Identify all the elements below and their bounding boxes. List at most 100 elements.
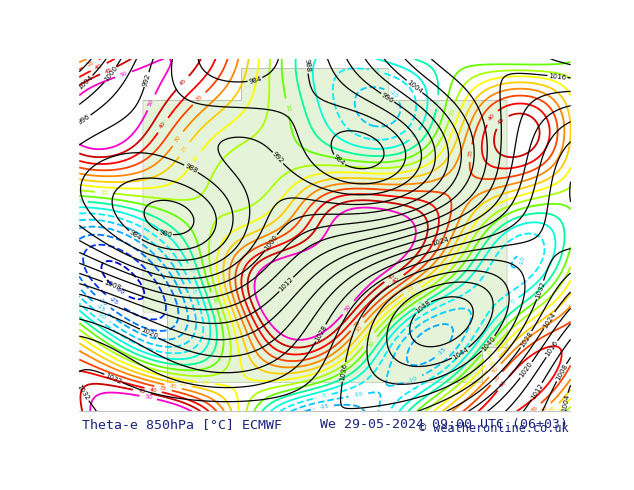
Text: 15: 15 — [100, 190, 108, 196]
Text: 25: 25 — [180, 145, 189, 154]
Text: 50: 50 — [144, 394, 153, 401]
Text: 1036: 1036 — [339, 363, 348, 381]
Text: 35: 35 — [529, 405, 539, 414]
Text: 50: 50 — [119, 71, 128, 78]
Text: 50: 50 — [344, 303, 353, 312]
Text: -10: -10 — [353, 392, 364, 398]
Text: -10: -10 — [388, 89, 399, 99]
Text: 1012: 1012 — [529, 382, 544, 400]
Text: 1016: 1016 — [545, 340, 559, 358]
Text: -5: -5 — [320, 393, 327, 399]
Text: -15: -15 — [437, 346, 448, 357]
Text: 15: 15 — [448, 107, 455, 116]
Text: 15: 15 — [485, 348, 494, 357]
Text: -15: -15 — [95, 302, 106, 313]
Text: 40: 40 — [158, 121, 167, 130]
Text: 25: 25 — [489, 360, 498, 369]
Text: 980: 980 — [158, 229, 172, 238]
Text: -25: -25 — [108, 296, 119, 306]
Text: 20: 20 — [556, 405, 566, 414]
Text: 35: 35 — [86, 60, 95, 68]
Text: 10: 10 — [284, 103, 290, 111]
Text: 996: 996 — [77, 113, 91, 126]
Text: 20: 20 — [487, 354, 496, 363]
Text: 35: 35 — [195, 94, 204, 103]
Text: 40: 40 — [149, 387, 158, 393]
Text: 988: 988 — [303, 59, 311, 73]
Text: 988: 988 — [184, 163, 198, 174]
Text: 30: 30 — [174, 134, 182, 144]
Text: 40: 40 — [488, 113, 496, 122]
Text: 1032: 1032 — [75, 383, 91, 402]
Text: 992: 992 — [271, 151, 285, 165]
Text: 0: 0 — [411, 132, 418, 139]
Text: 996: 996 — [380, 92, 395, 104]
Text: -15: -15 — [319, 403, 330, 410]
Text: 1000: 1000 — [263, 234, 279, 252]
Text: 1004: 1004 — [561, 393, 570, 412]
Text: 45: 45 — [497, 117, 506, 126]
Text: 25: 25 — [178, 381, 187, 388]
Text: 40: 40 — [499, 379, 508, 388]
Text: 45: 45 — [387, 272, 396, 281]
Text: Theta-e 850hPa [°C] ECMWF: Theta-e 850hPa [°C] ECMWF — [82, 418, 281, 431]
Text: 25: 25 — [548, 405, 557, 414]
Text: 1008: 1008 — [103, 279, 122, 291]
Text: 30: 30 — [540, 405, 549, 414]
Text: We 29-05-2024 09:00 UTC (06+03): We 29-05-2024 09:00 UTC (06+03) — [320, 418, 568, 431]
Text: 40: 40 — [392, 276, 401, 285]
Text: -10: -10 — [407, 375, 418, 384]
Text: © weatheronline.co.uk: © weatheronline.co.uk — [418, 422, 568, 435]
Text: 1004: 1004 — [406, 79, 424, 95]
Text: 984: 984 — [128, 229, 142, 242]
Text: 45: 45 — [178, 78, 187, 87]
Text: 1028: 1028 — [519, 330, 534, 348]
Text: 984: 984 — [248, 75, 262, 85]
Text: 35: 35 — [467, 149, 474, 157]
Text: 30: 30 — [169, 383, 178, 390]
Text: 1032: 1032 — [104, 372, 123, 385]
Text: 35: 35 — [492, 374, 501, 383]
Text: 40: 40 — [94, 63, 103, 71]
Text: 1004: 1004 — [77, 74, 94, 91]
Text: 5: 5 — [79, 199, 83, 204]
Text: 5: 5 — [418, 301, 424, 307]
Text: 992: 992 — [142, 73, 152, 87]
Text: 20: 20 — [409, 288, 418, 296]
Text: 20: 20 — [202, 380, 210, 386]
Text: 20: 20 — [191, 154, 200, 163]
Text: 30: 30 — [491, 366, 500, 375]
Text: 50: 50 — [147, 98, 155, 107]
Text: -20: -20 — [98, 296, 108, 307]
Text: 35: 35 — [352, 319, 361, 329]
Text: 30: 30 — [354, 325, 363, 334]
Text: 5: 5 — [435, 99, 440, 104]
Text: 10: 10 — [368, 339, 376, 348]
Text: 1028: 1028 — [314, 324, 328, 342]
Text: -5: -5 — [190, 287, 197, 295]
Text: 15: 15 — [365, 335, 373, 344]
Text: -10: -10 — [96, 311, 108, 321]
Text: 1020: 1020 — [139, 327, 158, 340]
Text: 0: 0 — [510, 298, 516, 305]
Text: 0: 0 — [188, 267, 194, 273]
Text: 25: 25 — [406, 285, 415, 293]
Text: 10: 10 — [482, 343, 491, 352]
Text: 1008: 1008 — [554, 363, 569, 382]
Text: 45: 45 — [138, 389, 146, 395]
Text: 10: 10 — [210, 296, 217, 305]
Text: 35: 35 — [158, 385, 167, 392]
Text: 1012: 1012 — [278, 276, 295, 293]
Text: 1024: 1024 — [431, 236, 450, 247]
Text: 1044: 1044 — [451, 346, 470, 361]
Text: 1048: 1048 — [414, 299, 432, 315]
Text: 984: 984 — [332, 153, 346, 167]
Text: 1016: 1016 — [548, 73, 567, 80]
Text: 1040: 1040 — [481, 335, 496, 352]
Text: 1032: 1032 — [534, 280, 546, 299]
Text: 45: 45 — [103, 67, 113, 74]
Text: 1024: 1024 — [542, 311, 557, 329]
Text: 1020: 1020 — [519, 361, 534, 379]
Text: -5: -5 — [373, 68, 380, 74]
Text: 1000: 1000 — [103, 65, 119, 83]
